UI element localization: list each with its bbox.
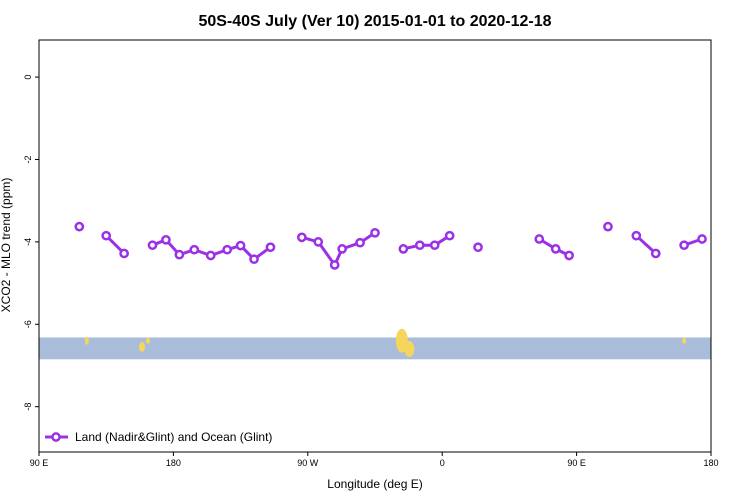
data-point (329, 260, 340, 270)
x-tick-label: 180 (703, 458, 718, 468)
x-tick-label: 90 W (297, 458, 319, 468)
data-point (189, 244, 200, 255)
data-point (265, 242, 276, 253)
x-tick-label: 90 E (30, 458, 49, 468)
axes-layer: 90 E 180 90 W 0 90 E 180 0 -2 -4 -6 -8 (23, 39, 719, 468)
data-point (697, 234, 707, 244)
data-point (174, 249, 185, 260)
x-axis-label: Longitude (deg E) (327, 477, 422, 491)
legend-marker (51, 432, 61, 442)
data-point (398, 244, 409, 254)
data-point (473, 242, 483, 253)
data-point (313, 237, 324, 247)
data-point (74, 221, 85, 232)
map-land (682, 337, 687, 344)
map-strip-ocean (39, 337, 711, 360)
data-point (119, 248, 129, 259)
y-tick-label: -2 (23, 155, 33, 163)
data-point (101, 230, 112, 241)
chart-title: 50S-40S July (Ver 10) 2015-01-01 to 2020… (198, 13, 551, 30)
y-tick-label: 0 (23, 75, 33, 80)
data-point (679, 240, 689, 251)
data-point (444, 230, 455, 241)
legend: Land (Nadir&Glint) and Ocean (Glint) (45, 430, 272, 444)
data-point (355, 237, 365, 248)
plot-frame (38, 39, 712, 453)
x-tick-label: 0 (440, 458, 445, 468)
data-point (147, 240, 158, 251)
data-point (337, 244, 347, 254)
data-point (564, 250, 574, 261)
data-point (235, 240, 246, 251)
data-point (550, 244, 561, 254)
data-point (222, 244, 233, 255)
data-point (296, 232, 307, 243)
series-line (403, 234, 451, 251)
x-tick-label: 180 (166, 458, 181, 468)
map-land (139, 341, 146, 352)
x-tick-label: 90 E (567, 458, 586, 468)
y-axis-label: XCO2 - MLO trend (ppm) (0, 178, 13, 313)
map-strip (39, 328, 711, 360)
data-point (249, 254, 259, 265)
data-point (414, 240, 425, 251)
map-land (146, 337, 151, 344)
y-tick-label: -8 (23, 403, 33, 411)
y-tick-label: -6 (23, 320, 33, 328)
data-point (534, 234, 545, 244)
y-tick-label: -4 (23, 238, 33, 246)
data-point (631, 230, 642, 241)
data-point (429, 240, 440, 251)
legend-label: Land (Nadir&Glint) and Ocean (Glint) (75, 430, 272, 444)
data-point (161, 234, 171, 245)
map-land (84, 336, 89, 345)
series-layer (74, 221, 707, 270)
data-point (370, 227, 380, 238)
data-point (205, 250, 216, 261)
data-point (650, 248, 661, 259)
map-land (404, 341, 415, 357)
data-point (603, 221, 613, 232)
